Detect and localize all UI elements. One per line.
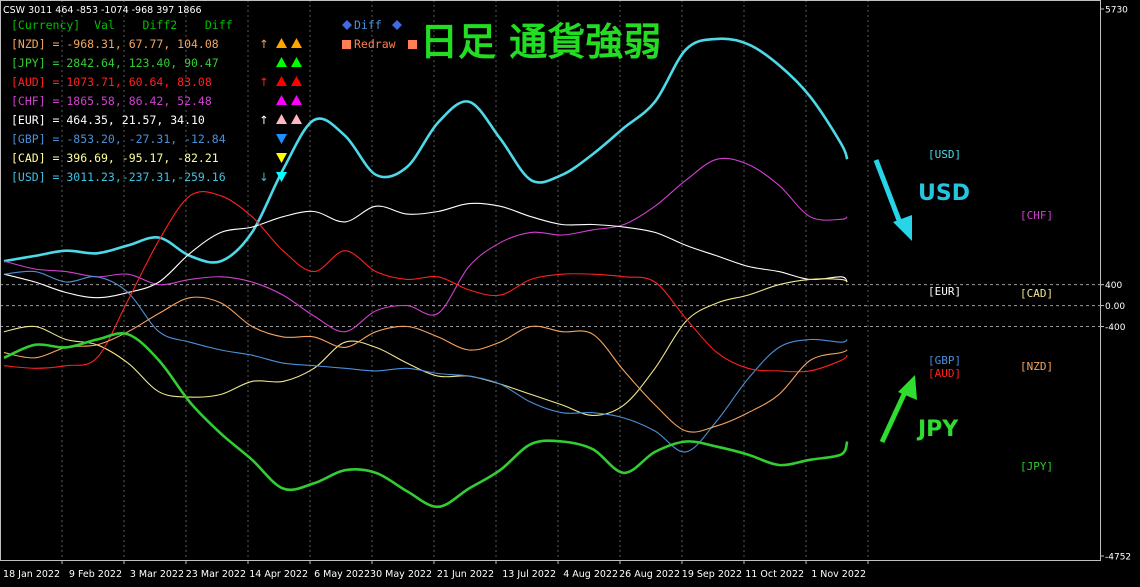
legend-row-text: [GBP] = -853.20, -27.31, -12.84 (11, 132, 226, 146)
usd-arrow-head-icon (893, 215, 912, 241)
x-tick-label: 18 Jan 2022 (3, 569, 60, 580)
legend-row: [AUD] = 1073.71, 60.64, 83.08 ↑ (11, 75, 302, 89)
series-end-label-chf: [CHF] (1020, 209, 1053, 222)
series-end-label-eur: [EUR] (928, 285, 961, 298)
legend-up-triangle-icon (276, 95, 287, 105)
usd-annotation-label: USD (918, 181, 970, 206)
legend-row: [USD] = 3011.23,-237.31,-259.16 ↓ (11, 170, 287, 184)
diff-button[interactable]: Diff (342, 18, 402, 32)
redraw-left-square-icon (342, 40, 351, 49)
x-tick-label: 4 Aug 2022 (563, 569, 618, 580)
x-tick-label: 23 Mar 2022 (186, 569, 246, 580)
legend-up-triangle-icon (276, 57, 287, 67)
series-line-eur (3, 202, 848, 299)
x-tick-label: 13 Jul 2022 (502, 569, 556, 580)
legend-up-triangle-icon (291, 38, 302, 48)
legend-row-arrow-icon: ↑ (259, 75, 269, 89)
y-tick-label: -4752 (1105, 553, 1131, 563)
legend-up-triangle-icon (291, 114, 302, 124)
plot-frame (0, 0, 1101, 561)
legend-up-triangle-icon (291, 76, 302, 86)
series-line-nzd (3, 296, 848, 433)
x-tick-label: 26 Aug 2022 (619, 569, 680, 580)
series-end-labels: [USD] [CHF] [EUR] [CAD] [GBP][AUD] [NZD] [JPY] (928, 148, 1053, 473)
series-line-chf (3, 157, 848, 333)
legend-row: [JPY] = 2842.64, 123.40, 90.47 (11, 56, 302, 70)
y-tick-label: 5730 (1105, 6, 1128, 16)
jpy-annotation-label: JPY (916, 417, 959, 442)
x-tick-label: 9 Feb 2022 (69, 569, 122, 580)
legend-row-text: [EUR] = 464.35, 21.57, 34.10 (11, 113, 205, 127)
legend-down-triangle-icon (276, 153, 287, 163)
redraw-button[interactable]: Redraw (342, 37, 417, 51)
x-tick-label: 21 Jun 2022 (437, 569, 494, 580)
legend-row: [EUR] = 464.35, 21.57, 34.10 ↑ (11, 113, 302, 127)
legend-panel: [Currency] Val Diff2 Diff [NZD] = -968.3… (11, 18, 302, 184)
y-tick-label: 400 (1105, 281, 1122, 291)
redraw-right-square-icon (408, 40, 417, 49)
series-end-label-cad: [CAD] (1020, 287, 1053, 300)
legend-row-arrow-icon: ↓ (259, 170, 269, 184)
legend-row-text: [JPY] = 2842.64, 123.40, 90.47 (11, 56, 219, 70)
series-line-cad (3, 278, 848, 416)
legend-row-arrow-icon: ↑ (259, 37, 269, 51)
series-line-gbp (3, 270, 848, 453)
x-tick-label: 1 Nov 2022 (811, 569, 866, 580)
legend-row: [NZD] = -968.31, 67.77, 104.08 ↑ (11, 37, 302, 51)
series-line-aud (3, 191, 848, 373)
legend-row-text: [CHF] = 1865.58, 86.42, 52.48 (11, 94, 212, 108)
x-tick-label: 3 Mar 2022 (130, 569, 184, 580)
redraw-button-label: Redraw (354, 37, 396, 51)
y-tick-label: -400 (1105, 323, 1126, 333)
legend-row: [CAD] = 396.69, -95.17, -82.21 (11, 151, 287, 165)
legend-row: [CHF] = 1865.58, 86.42, 52.48 (11, 94, 302, 108)
status-line: CSW 3011 464 -853 -1074 -968 397 1866 (3, 5, 202, 16)
series-end-label-jpy: [JPY] (1020, 460, 1053, 473)
series-end-label-nzd: [NZD] (1020, 360, 1053, 373)
usd-down-arrow-icon (873, 159, 905, 229)
legend-down-triangle-icon (276, 134, 287, 144)
x-axis-ticks: 18 Jan 2022 9 Feb 2022 3 Mar 2022 23 Mar 20… (3, 560, 869, 580)
series-end-label-aud: [AUD] (928, 367, 961, 380)
legend-up-triangle-icon (276, 76, 287, 86)
y-axis-ticks: 5730 400 0.00 -400 -4752 (1100, 6, 1131, 563)
x-tick-label: 19 Sep 2022 (682, 569, 742, 580)
legend-up-triangle-icon (276, 38, 287, 48)
jpy-up-arrow-icon (879, 388, 909, 444)
x-tick-label: 30 May 2022 (370, 569, 432, 580)
legend-up-triangle-icon (276, 114, 287, 124)
series-end-label-usd: [USD] (928, 148, 961, 161)
series-line-jpy (3, 332, 849, 509)
legend-header: [Currency] Val Diff2 Diff (11, 18, 233, 32)
x-tick-label: 6 May 2022 (314, 569, 370, 580)
legend-down-triangle-icon (276, 172, 287, 182)
legend-row-text: [CAD] = 396.69, -95.17, -82.21 (11, 151, 219, 165)
series-end-label-gbp: [GBP] (928, 354, 961, 367)
legend-row-text: [NZD] = -968.31, 67.77, 104.08 (11, 37, 219, 51)
legend-up-triangle-icon (291, 95, 302, 105)
series-lines (3, 37, 849, 509)
legend-row: [GBP] = -853.20, -27.31, -12.84 (11, 132, 287, 146)
legend-up-triangle-icon (291, 57, 302, 67)
legend-row-text: [USD] = 3011.23,-237.31,-259.16 (11, 170, 226, 184)
diff-right-diamond-icon (392, 20, 402, 30)
jpy-annotation: JPY (879, 375, 959, 444)
legend-row-text: [AUD] = 1073.71, 60.64, 83.08 (11, 75, 212, 89)
diff-left-diamond-icon (342, 20, 352, 30)
legend-row-arrow-icon: ↑ (259, 113, 269, 127)
diff-button-label: Diff (354, 18, 382, 32)
y-tick-label: 0.00 (1105, 302, 1125, 312)
x-tick-label: 11 Oct 2022 (745, 569, 804, 580)
jpy-arrow-head-icon (898, 375, 917, 400)
series-line-usd (3, 37, 849, 264)
chart-title: 日足 通貨強弱 (420, 20, 661, 64)
x-tick-label: 14 Apr 2022 (249, 569, 308, 580)
usd-annotation: USD (873, 159, 970, 241)
